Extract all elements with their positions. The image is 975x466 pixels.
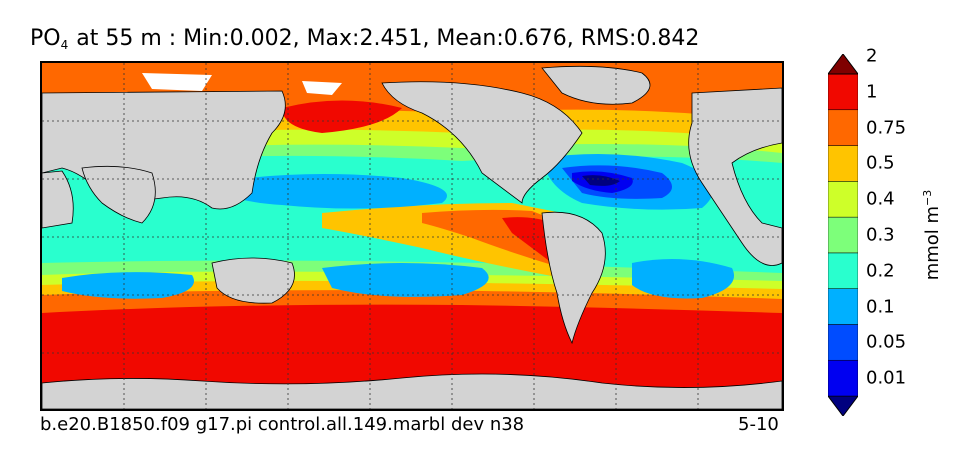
colorbar-segment <box>828 252 858 289</box>
npac-red <box>282 100 402 133</box>
unit-exponent: −3 <box>921 189 934 206</box>
colorbar <box>828 54 858 416</box>
colorbar-segment <box>828 359 858 397</box>
map-panel <box>40 61 784 411</box>
colorbar-extend-max <box>828 54 858 75</box>
land-greenland <box>541 65 651 105</box>
land-arabia-india <box>81 165 156 224</box>
land-australia <box>211 257 295 304</box>
pacific-upwelling-red <box>502 217 557 263</box>
colorbar-unit-label: mmol m−3 <box>921 190 943 281</box>
land-south-america <box>541 211 606 345</box>
land-north-america <box>381 81 583 204</box>
colorbar-segment <box>828 109 858 146</box>
year-range: 5-10 <box>738 414 779 435</box>
colorbar-tick: 0.2 <box>866 260 895 282</box>
case-name: b.e20.B1850.f09 g17.pi control.all.149.m… <box>40 414 525 435</box>
colorbar-tick: 0.01 <box>866 367 907 389</box>
colorbar-tick: 1 <box>866 81 878 103</box>
colorbar-extend-min <box>828 395 858 416</box>
natl-gyre-core <box>582 175 620 186</box>
colorbar-tick: 0.05 <box>866 331 907 353</box>
colorbar-tick: 0.4 <box>866 188 895 210</box>
missing-patch-2 <box>302 81 342 95</box>
npac-gyre <box>212 174 447 209</box>
colorbar-tick: 2 <box>866 45 878 67</box>
colorbar-segments <box>828 54 858 416</box>
colorbar-segment <box>828 324 858 361</box>
colorbar-segment <box>828 288 858 325</box>
colorbar-segment <box>828 145 858 182</box>
colorbar-tick: 0.1 <box>866 296 895 318</box>
indian-gyre <box>62 272 194 299</box>
colorbar-tick: 0.75 <box>866 117 907 139</box>
ocean-map <box>42 63 782 409</box>
colorbar-tick: 0.3 <box>866 224 895 246</box>
spac-gyre <box>322 263 489 297</box>
land-africa-europe <box>688 87 782 266</box>
title-subscript: 4 <box>60 38 69 52</box>
title-variable: PO <box>30 26 61 51</box>
title-stats: at 55 m : Min:0.002, Max:2.451, Mean:0.6… <box>76 26 700 51</box>
satl-gyre <box>632 259 734 299</box>
plot-title: PO4 at 55 m : Min:0.002, Max:2.451, Mean:… <box>30 26 699 52</box>
colorbar-segment <box>828 181 858 218</box>
unit-text: mmol m <box>922 205 943 281</box>
gridlines <box>42 63 782 409</box>
colorbar-segment <box>828 216 858 254</box>
colorbar-tick: 0.5 <box>866 152 895 174</box>
missing-patch-1 <box>142 73 212 91</box>
land-africa-east <box>42 170 74 229</box>
colorbar-segment <box>828 73 858 111</box>
land-antarctica <box>42 373 782 409</box>
